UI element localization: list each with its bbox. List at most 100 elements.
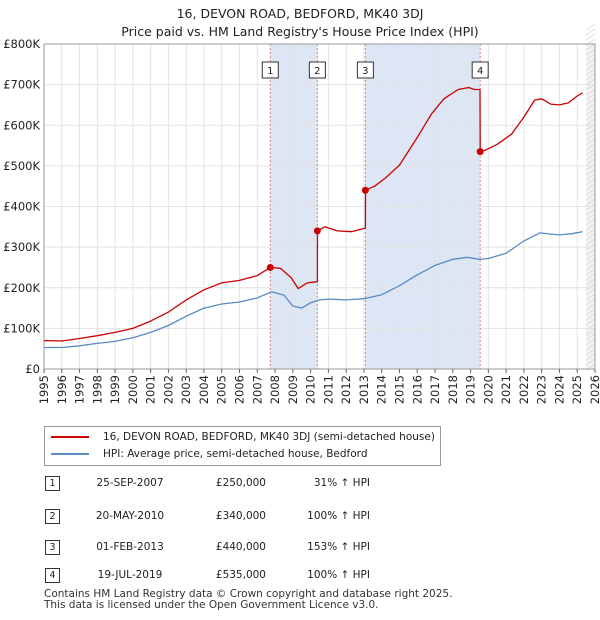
sale-number-badge: 1 <box>45 476 60 491</box>
x-tick-label: 2006 <box>233 375 247 404</box>
hatch-line <box>585 258 596 266</box>
hatch-line <box>585 138 596 146</box>
hatch-line <box>585 198 596 206</box>
hatch-line <box>585 328 596 336</box>
hatch-line <box>585 313 596 321</box>
x-tick-label: 2011 <box>321 375 335 404</box>
hatch-line <box>585 223 596 231</box>
hatch-line <box>585 63 596 71</box>
sale-price: £440,000 <box>215 541 266 553</box>
hatch-line <box>585 278 596 286</box>
hatch-line <box>585 303 596 311</box>
plot-frame <box>43 43 596 370</box>
x-tick-label: 2012 <box>339 375 353 404</box>
hatch-line <box>585 343 596 351</box>
sale-date: 25-SEP-2007 <box>96 477 164 489</box>
hatch-line <box>585 153 596 161</box>
hatch-line <box>585 318 596 326</box>
hatch-line <box>585 283 596 291</box>
hatch-line <box>585 348 596 356</box>
x-tick-label: 2018 <box>446 375 460 404</box>
hatch-line <box>585 248 596 256</box>
sale-date: 20-MAY-2010 <box>95 510 165 522</box>
x-tick-label: 1996 <box>55 375 69 404</box>
hatch-line <box>585 178 596 186</box>
sale-number-badge: 2 <box>45 509 60 524</box>
sale-date: 01-FEB-2013 <box>96 541 164 553</box>
hatch-line <box>585 268 596 276</box>
sale-label-frame <box>261 61 279 79</box>
hatch-line <box>585 133 596 141</box>
x-tick-label: 2016 <box>410 375 424 404</box>
sale-date: 19-JUL-2019 <box>97 569 163 581</box>
x-tick-label: 2022 <box>517 375 531 404</box>
x-tick-label: 2021 <box>499 375 513 404</box>
hatch-line <box>585 163 596 171</box>
hatch-line <box>585 218 596 226</box>
hatch-line <box>585 143 596 151</box>
sale-point <box>361 186 369 194</box>
x-tick-label: 2007 <box>250 375 264 404</box>
hatch-line <box>585 118 596 126</box>
legend-label-property: 16, DEVON ROAD, BEDFORD, MK40 3DJ (semi-… <box>103 431 435 443</box>
hatch-line <box>585 273 596 281</box>
x-tick-label: 1999 <box>108 375 122 404</box>
hatch-line <box>585 73 596 81</box>
x-tick-label: 2014 <box>375 375 389 404</box>
x-tick-label: 2003 <box>179 375 193 404</box>
hatch-line <box>585 183 596 191</box>
hatch-line <box>585 298 596 306</box>
sale-label-box: 3 <box>356 61 374 79</box>
x-tick-label: 2002 <box>161 375 175 404</box>
hatch-line <box>585 333 596 341</box>
sale-row: 2 20-MAY-2010 £340,000 100% ↑ HPI <box>0 507 600 527</box>
forecast-hatch <box>585 23 596 371</box>
x-tick-label: 2001 <box>144 375 158 404</box>
y-tick-label: £300K <box>3 240 40 254</box>
chart-title: 16, DEVON ROAD, BEDFORD, MK40 3DJ <box>176 6 424 21</box>
y-tick-label: £0 <box>25 362 40 376</box>
sale-hpi-change: 31% ↑ HPI <box>313 477 370 489</box>
hatch-line <box>585 88 596 96</box>
hatch-line <box>585 188 596 196</box>
legend: 16, DEVON ROAD, BEDFORD, MK40 3DJ (semi-… <box>44 426 441 466</box>
sale-label-number: 4 <box>477 66 483 77</box>
y-tick-label: £400K <box>3 200 40 214</box>
footer-line-licence: This data is licensed under the Open Gov… <box>44 599 379 611</box>
hatch-line <box>585 108 596 116</box>
hatch-line <box>585 23 596 31</box>
x-tick-label: 2013 <box>357 375 371 404</box>
property-price-line <box>43 86 583 342</box>
hatch-line <box>585 213 596 221</box>
sale-label-box: 4 <box>471 61 489 79</box>
x-tick-label: 2005 <box>215 375 229 404</box>
x-tick-label: 2020 <box>481 375 495 404</box>
sale-number-badge: 4 <box>45 568 60 583</box>
sale-point <box>313 227 321 235</box>
hatch-line <box>585 193 596 201</box>
hatch-line <box>585 78 596 86</box>
sale-label-box: 2 <box>308 61 326 79</box>
sale-row: 1 25-SEP-2007 £250,000 31% ↑ HPI <box>0 474 600 494</box>
x-tick-label: 2026 <box>588 375 600 404</box>
hatch-line <box>585 53 596 61</box>
legend-swatch-property <box>51 436 89 438</box>
x-tick-label: 1998 <box>90 375 104 404</box>
hatch-line <box>585 238 596 246</box>
x-tick-label: 2008 <box>268 375 282 404</box>
sale-label-number: 1 <box>267 66 273 77</box>
hatch-line <box>585 98 596 106</box>
sale-label-frame <box>356 61 374 79</box>
sale-row: 4 19-JUL-2019 £535,000 100% ↑ HPI <box>0 566 600 586</box>
hatch-line <box>585 288 596 296</box>
hatch-line <box>585 323 596 331</box>
x-tick-label: 2000 <box>126 375 140 404</box>
hatch-line <box>585 158 596 166</box>
sale-label-number: 3 <box>362 66 368 77</box>
hatch-line <box>585 263 596 271</box>
hatch-line <box>585 358 596 366</box>
sale-row: 3 01-FEB-2013 £440,000 153% ↑ HPI <box>0 538 600 558</box>
hatch-line <box>585 233 596 241</box>
x-tick-label: 2019 <box>464 375 478 404</box>
y-tick-label: £700K <box>3 78 40 92</box>
